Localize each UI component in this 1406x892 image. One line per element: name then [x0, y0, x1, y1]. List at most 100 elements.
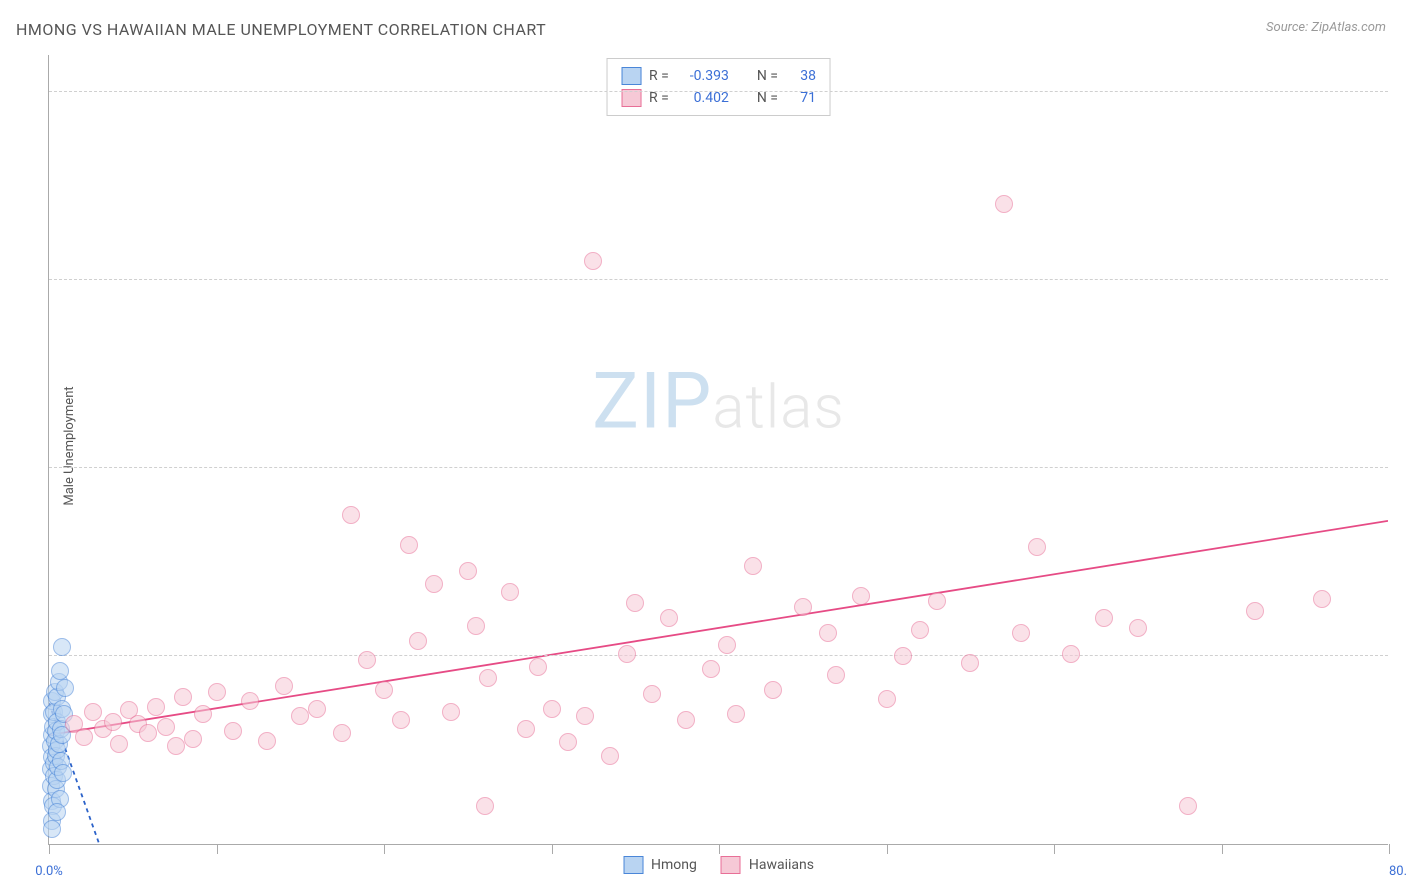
legend-r-label: R = [649, 68, 669, 84]
scatter-point [184, 730, 202, 748]
scatter-point [718, 636, 736, 654]
scatter-point [677, 711, 695, 729]
scatter-point [104, 713, 122, 731]
scatter-point [194, 705, 212, 723]
scatter-point [961, 654, 979, 672]
scatter-point [479, 669, 497, 687]
legend-r-label: R = [649, 90, 669, 106]
x-tick [384, 844, 385, 854]
scatter-point [476, 797, 494, 815]
scatter-point [764, 681, 782, 699]
scatter-point [702, 660, 720, 678]
legend-swatch [623, 856, 643, 874]
scatter-point [819, 624, 837, 642]
grid-line-horizontal [49, 655, 1388, 656]
scatter-point [48, 803, 66, 821]
scatter-point [147, 698, 165, 716]
legend-r-value: -0.393 [677, 68, 729, 84]
scatter-point [584, 252, 602, 270]
scatter-point [409, 632, 427, 650]
scatter-point [852, 587, 870, 605]
scatter-point [1179, 797, 1197, 815]
scatter-point [727, 705, 745, 723]
scatter-point [54, 764, 72, 782]
legend-label: Hawaiians [749, 857, 814, 873]
legend-n-value: 71 [786, 90, 816, 106]
scatter-point [224, 722, 242, 740]
scatter-point [139, 724, 157, 742]
scatter-point [894, 647, 912, 665]
x-tick [1389, 844, 1390, 854]
scatter-point [56, 679, 74, 697]
scatter-point [827, 666, 845, 684]
x-tick [49, 844, 50, 854]
scatter-point [157, 718, 175, 736]
scatter-point [53, 638, 71, 656]
scatter-point [1129, 619, 1147, 637]
scatter-point [626, 594, 644, 612]
trend-lines-svg [49, 55, 1388, 844]
scatter-point [342, 506, 360, 524]
correlation-legend: R =-0.393N =38R =0.402N =71 [606, 58, 831, 116]
scatter-point [308, 700, 326, 718]
scatter-point [291, 707, 309, 725]
scatter-point [1062, 645, 1080, 663]
scatter-point [51, 662, 69, 680]
scatter-point [878, 690, 896, 708]
scatter-point [208, 683, 226, 701]
grid-line-horizontal [49, 467, 1388, 468]
scatter-point [1246, 602, 1264, 620]
x-tick-label: 0.0% [35, 864, 63, 879]
scatter-point [375, 681, 393, 699]
scatter-point [241, 692, 259, 710]
scatter-point [618, 645, 636, 663]
scatter-point [110, 735, 128, 753]
scatter-point [576, 707, 594, 725]
legend-swatch [621, 67, 641, 85]
scatter-point [167, 737, 185, 755]
legend-item: Hmong [623, 856, 697, 874]
legend-swatch [621, 89, 641, 107]
scatter-point [333, 724, 351, 742]
scatter-point [1012, 624, 1030, 642]
x-tick [217, 844, 218, 854]
scatter-point [1313, 590, 1331, 608]
x-tick [1054, 844, 1055, 854]
scatter-point [400, 536, 418, 554]
legend-row: R =-0.393N =38 [621, 65, 816, 87]
scatter-point [744, 557, 762, 575]
scatter-point [425, 575, 443, 593]
series-legend: Hmong Hawaiians [623, 856, 814, 874]
scatter-point [1028, 538, 1046, 556]
scatter-point [174, 688, 192, 706]
scatter-point [529, 658, 547, 676]
chart-title: HMONG VS HAWAIIAN MALE UNEMPLOYMENT CORR… [16, 20, 546, 39]
scatter-point [517, 720, 535, 738]
scatter-point [1095, 609, 1113, 627]
scatter-point [442, 703, 460, 721]
scatter-point [928, 592, 946, 610]
scatter-point [43, 820, 61, 838]
scatter-point [84, 703, 102, 721]
chart-plot-area: ZIPatlas R =-0.393N =38R =0.402N =71 Hmo… [48, 55, 1388, 845]
legend-n-value: 38 [786, 68, 816, 84]
scatter-point [275, 677, 293, 695]
grid-line-horizontal [49, 279, 1388, 280]
scatter-point [911, 621, 929, 639]
legend-n-label: N = [757, 90, 778, 106]
watermark: ZIPatlas [592, 357, 845, 448]
legend-r-value: 0.402 [677, 90, 729, 106]
scatter-point [543, 700, 561, 718]
x-tick [719, 844, 720, 854]
scatter-point [392, 711, 410, 729]
scatter-point [995, 195, 1013, 213]
x-tick [552, 844, 553, 854]
scatter-point [794, 598, 812, 616]
grid-line-horizontal [49, 91, 1388, 92]
scatter-point [501, 583, 519, 601]
watermark-zip: ZIP [592, 357, 712, 448]
legend-item: Hawaiians [721, 856, 814, 874]
x-tick [887, 844, 888, 854]
scatter-point [467, 617, 485, 635]
scatter-point [660, 609, 678, 627]
